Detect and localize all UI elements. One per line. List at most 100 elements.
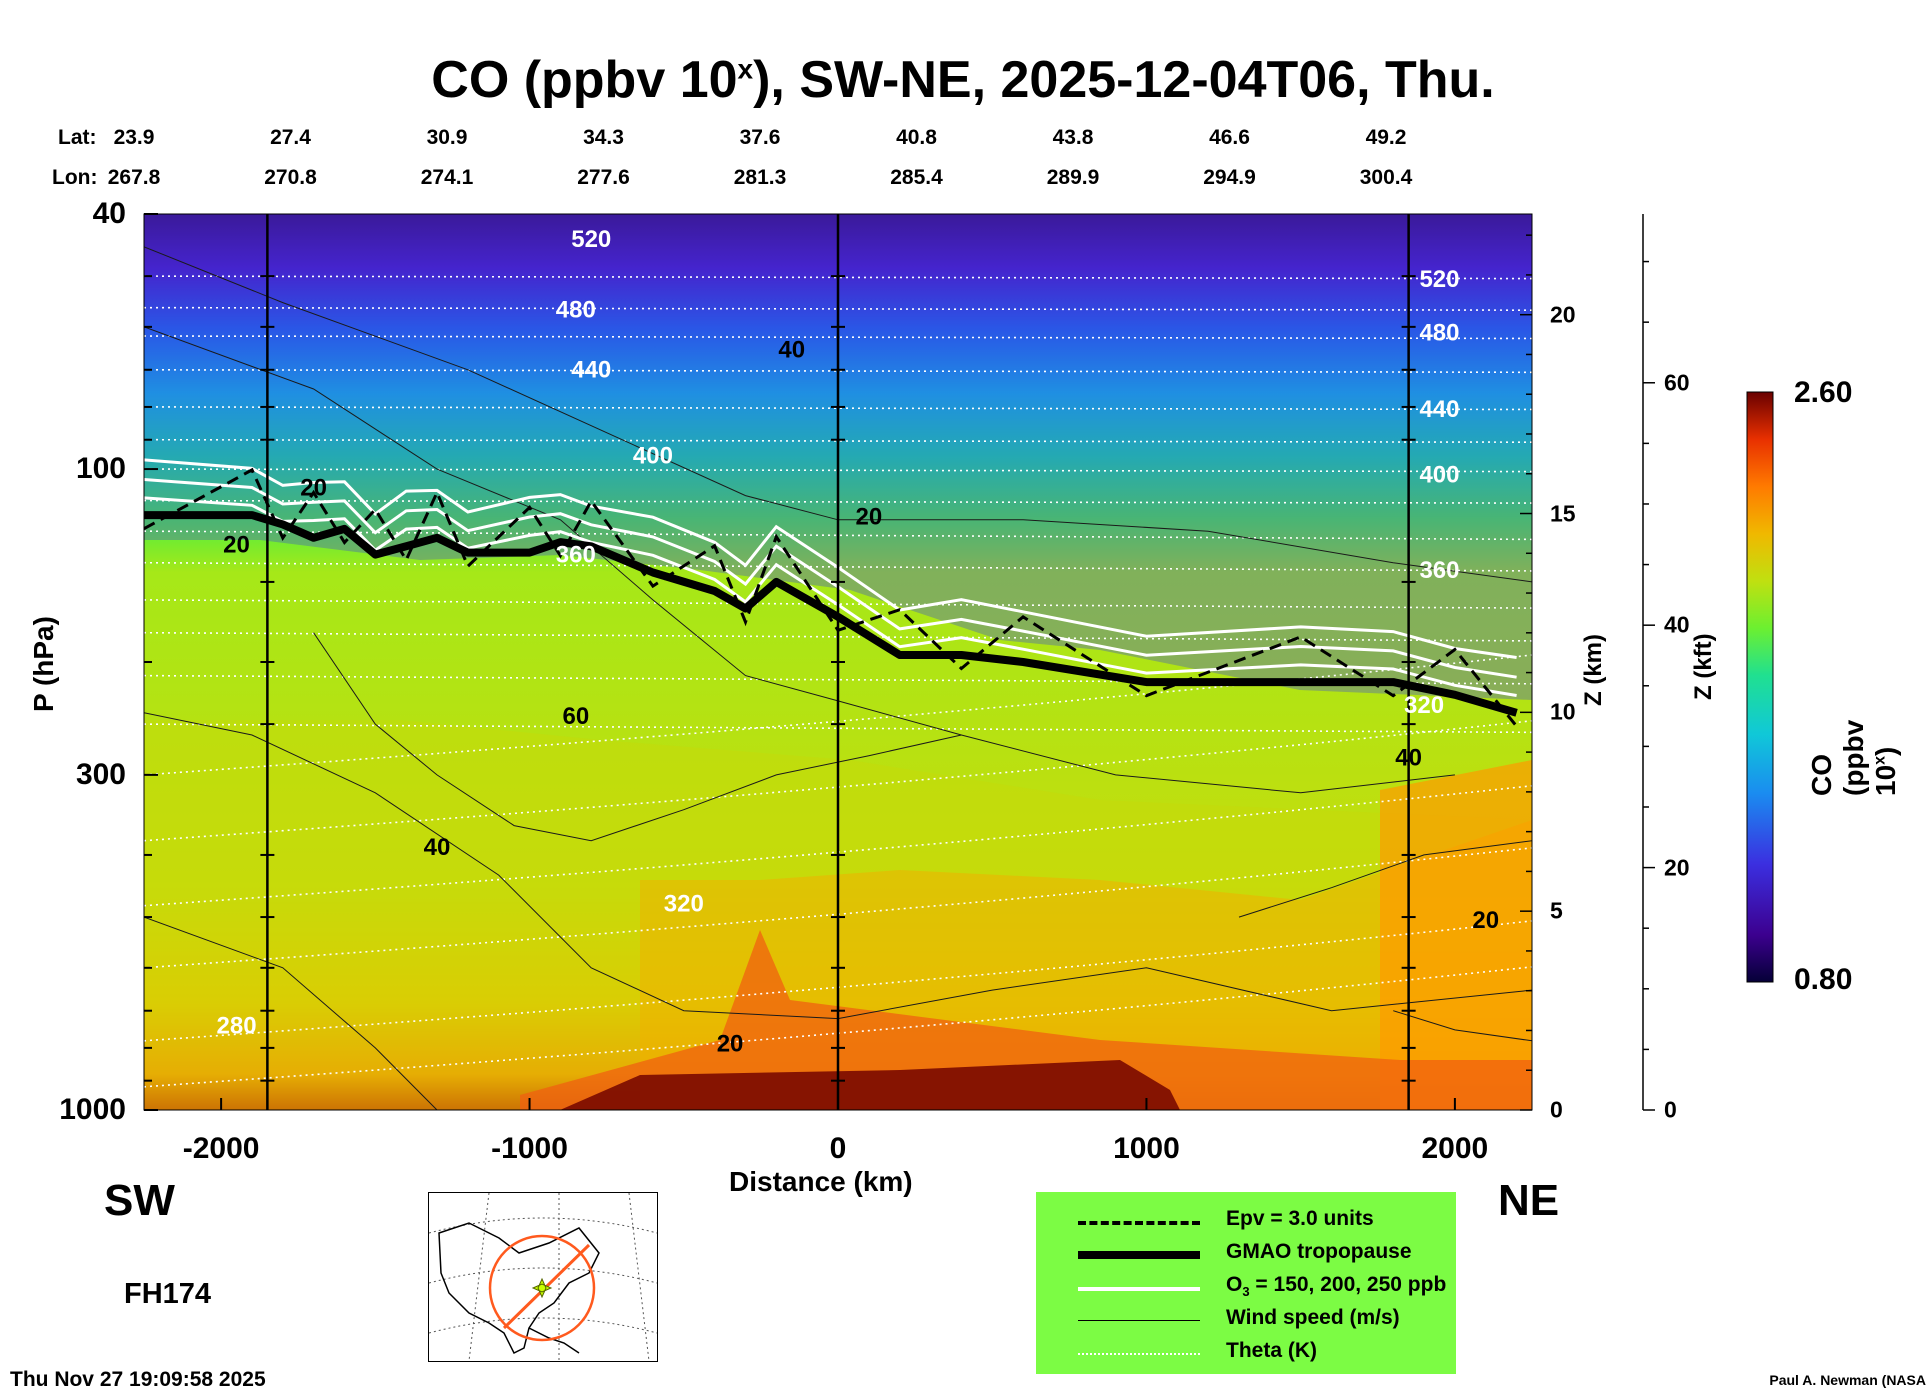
lon-value: 274.1 bbox=[420, 166, 474, 189]
wind-contour bbox=[144, 326, 1455, 794]
legend-theta: Theta (K) bbox=[1036, 1338, 1456, 1370]
legend-ozone-label: O3 = 150, 200, 250 ppb bbox=[1226, 1273, 1447, 1300]
legend-wind-label: Wind speed (m/s) bbox=[1226, 1306, 1400, 1329]
dashed-line-icon bbox=[1078, 1221, 1200, 1225]
wind-contour bbox=[144, 916, 438, 1110]
wind-contour-label: 20 bbox=[223, 532, 250, 559]
tropopause-line bbox=[144, 511, 1518, 717]
theta-contour-label: 280 bbox=[217, 1013, 257, 1040]
legend-ozone: O3 = 150, 200, 250 ppb bbox=[1036, 1272, 1456, 1304]
dotted-line-icon bbox=[1078, 1353, 1200, 1355]
theta-contour-label: 440 bbox=[571, 357, 611, 384]
lat-value: 23.9 bbox=[113, 126, 155, 149]
center-marker-icon bbox=[531, 1277, 553, 1299]
chart-title: CO (ppbv 10x), SW-NE, 2025-12-04T06, Thu… bbox=[431, 51, 1495, 109]
lon-value: 277.6 bbox=[577, 166, 630, 189]
wind-contour-label: 60 bbox=[562, 703, 589, 730]
legend-theta-label: Theta (K) bbox=[1226, 1339, 1317, 1362]
coastline-caribbean bbox=[528, 1327, 580, 1354]
lat-value: 43.8 bbox=[1052, 126, 1094, 149]
wind-contour-label: 40 bbox=[778, 337, 805, 364]
colorbar bbox=[1746, 391, 1774, 983]
lon-value: 300.4 bbox=[1359, 166, 1413, 189]
p-tick-label: 1000 bbox=[59, 1093, 126, 1126]
lon-value: 281.3 bbox=[733, 166, 787, 189]
wind-contour bbox=[144, 246, 1532, 583]
thick-line-icon bbox=[1078, 1251, 1200, 1259]
legend-wind: Wind speed (m/s) bbox=[1036, 1305, 1456, 1337]
lat-value: 27.4 bbox=[270, 126, 311, 149]
timestamp: Thu Nov 27 19:09:58 2025 bbox=[10, 1368, 266, 1391]
lon-value: 270.8 bbox=[264, 166, 317, 189]
theta-contour-label: 320 bbox=[1404, 692, 1444, 719]
lat-value: 46.6 bbox=[1209, 126, 1250, 149]
sw-label: SW bbox=[104, 1176, 175, 1225]
theta-contour-label: 360 bbox=[556, 542, 596, 569]
z-kft-tick-label: 20 bbox=[1664, 854, 1690, 881]
p-tick-label: 100 bbox=[75, 452, 126, 486]
surface-co-max bbox=[560, 1060, 1180, 1110]
wind-contour-label: 20 bbox=[300, 475, 327, 502]
wind-contour-label: 40 bbox=[424, 834, 451, 861]
theta-contour-label: 520 bbox=[571, 226, 611, 253]
wind-contour bbox=[1393, 1010, 1532, 1042]
white-line-icon bbox=[1078, 1287, 1200, 1291]
x-tick-label: 2000 bbox=[1421, 1132, 1489, 1165]
wind-contour-label: 20 bbox=[855, 503, 882, 530]
theta-contour-label: 360 bbox=[1419, 557, 1459, 584]
theta-contour-label: 320 bbox=[664, 890, 704, 917]
lat-value: 49.2 bbox=[1365, 126, 1407, 149]
surface-co-plume bbox=[520, 930, 1532, 1110]
legend-epv-label: Epv = 3.0 units bbox=[1226, 1207, 1374, 1230]
lon-value: 267.8 bbox=[107, 166, 161, 189]
colorbar-label: CO (ppbv 10x) bbox=[1806, 719, 1901, 796]
legend-epv: Epv = 3.0 units bbox=[1036, 1206, 1456, 1238]
epv-contour bbox=[144, 467, 1518, 728]
legend: Epv = 3.0 units GMAO tropopause O3 = 150… bbox=[1036, 1192, 1456, 1374]
x-tick-label: 0 bbox=[829, 1132, 847, 1165]
colorbar-max: 2.60 bbox=[1794, 376, 1853, 409]
legend-tropopause: GMAO tropopause bbox=[1036, 1239, 1456, 1271]
theta-contour-label: 400 bbox=[1419, 462, 1459, 489]
lat-label: Lat: bbox=[58, 126, 97, 149]
z-km-tick-label: 15 bbox=[1550, 500, 1576, 527]
x-tick-label: -1000 bbox=[491, 1132, 568, 1165]
wind-contour-label: 20 bbox=[717, 1030, 744, 1057]
z-km-tick-label: 10 bbox=[1550, 698, 1576, 725]
wind-contour bbox=[1238, 840, 1532, 918]
z-km-tick-label: 5 bbox=[1550, 897, 1563, 924]
lat-value: 30.9 bbox=[426, 126, 468, 149]
credit: Paul A. Newman (NASA bbox=[1769, 1372, 1926, 1388]
z-kft-axis-label: Z (kft) bbox=[1690, 633, 1717, 700]
lat-value: 40.8 bbox=[896, 126, 937, 149]
z-kft-tick-label: 60 bbox=[1664, 369, 1690, 396]
p-tick-label: 300 bbox=[75, 757, 126, 791]
high-co-region-ne bbox=[1380, 760, 1532, 1110]
z-km-tick-label: 0 bbox=[1550, 1096, 1563, 1123]
legend-tropopause-label: GMAO tropopause bbox=[1226, 1240, 1412, 1263]
axes bbox=[144, 213, 1655, 1111]
colorbar-min: 0.80 bbox=[1794, 963, 1853, 996]
range-circle bbox=[488, 1234, 596, 1342]
theta-contour-label: 480 bbox=[556, 296, 596, 323]
theta-contour-label: 480 bbox=[1419, 319, 1459, 346]
y-axis-label: P (hPa) bbox=[28, 616, 59, 712]
z-km-axis-label: Z (km) bbox=[1580, 634, 1607, 706]
x-axis-label: Distance (km) bbox=[729, 1166, 913, 1197]
theta-contour-label: 400 bbox=[633, 442, 673, 469]
thin-line-icon bbox=[1078, 1320, 1200, 1321]
lon-value: 289.9 bbox=[1046, 166, 1100, 189]
lat-value: 37.6 bbox=[739, 126, 781, 149]
inset-map bbox=[428, 1192, 658, 1362]
lon-label: Lon: bbox=[52, 166, 98, 189]
lon-value: 285.4 bbox=[890, 166, 943, 189]
theta-contour-label: 520 bbox=[1419, 266, 1459, 293]
wind-contour-label: 20 bbox=[1472, 907, 1499, 934]
lon-value: 294.9 bbox=[1203, 166, 1256, 189]
wind-contour-label: 40 bbox=[1395, 744, 1422, 771]
ne-label: NE bbox=[1498, 1176, 1560, 1225]
theta-contour-label: 440 bbox=[1419, 396, 1459, 423]
coastline-north-america bbox=[438, 1222, 600, 1355]
z-kft-tick-label: 0 bbox=[1664, 1096, 1677, 1123]
